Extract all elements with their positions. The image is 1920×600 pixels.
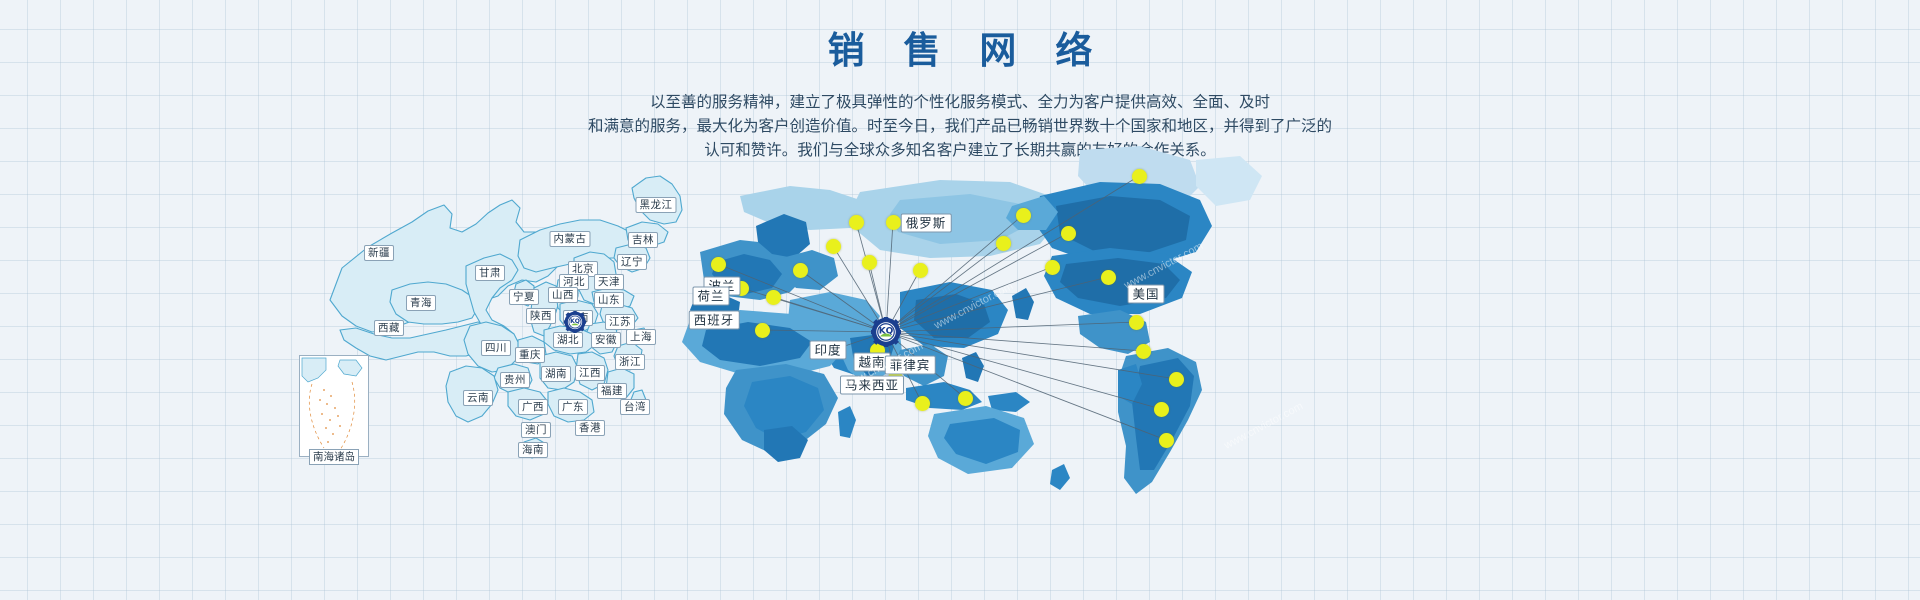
country-label: 印度: [809, 340, 847, 360]
inset-map-graphic: [300, 356, 368, 456]
marker-node[interactable]: [710, 256, 726, 272]
svg-text:KQ: KQ: [570, 318, 580, 325]
marker-node[interactable]: [885, 214, 901, 230]
south-china-sea-inset: 南海诸岛: [299, 355, 369, 465]
province-label: 香港: [575, 420, 605, 436]
country-label: 马来西亚: [839, 375, 905, 395]
province-label: 重庆: [515, 347, 545, 363]
page-header: 销 售 网 络 以至善的服务精神，建立了极具弹性的个性化服务模式、全力为客户提供…: [0, 0, 1920, 162]
gear-logo-icon: KQ: [564, 311, 586, 333]
country-label: 西班牙: [688, 310, 740, 330]
province-label: 新疆: [364, 245, 394, 261]
province-label: 吉林: [628, 232, 658, 248]
intro-line-2: 和满意的服务，最大化为客户创造价值。时至今日，我们产品已畅销世界数十个国家和地区…: [587, 117, 1332, 135]
province-label: 山东: [594, 292, 624, 308]
province-label: 浙江: [615, 354, 645, 370]
page-title: 销 售 网 络: [827, 29, 1106, 72]
province-label: 天津: [594, 274, 624, 290]
province-label: 黑龙江: [635, 197, 677, 213]
province-label: 陕西: [526, 308, 556, 324]
marker-node[interactable]: [1158, 432, 1174, 448]
marker-node[interactable]: [765, 289, 781, 305]
marker-node[interactable]: [957, 390, 973, 406]
province-label: 宁夏: [509, 289, 539, 305]
province-label: 四川: [481, 340, 511, 356]
gear-logo-icon: KQ: [871, 317, 901, 347]
province-label: 贵州: [500, 372, 530, 388]
marker-node[interactable]: [912, 262, 928, 278]
province-label: 甘肃: [475, 265, 505, 281]
province-label: 安徽: [591, 332, 621, 348]
inset-label: 南海诸岛: [309, 449, 359, 465]
marker-node[interactable]: [848, 214, 864, 230]
marker-node[interactable]: [861, 254, 877, 270]
province-label: 西藏: [374, 320, 404, 336]
province-label: 江西: [575, 365, 605, 381]
marker-node[interactable]: [1168, 371, 1184, 387]
marker-node[interactable]: [1131, 168, 1147, 184]
marker-node[interactable]: [1135, 343, 1151, 359]
svg-text:KQ: KQ: [879, 327, 894, 337]
country-label: 美国: [1127, 284, 1165, 304]
marker-node[interactable]: [1060, 225, 1076, 241]
province-label: 广西: [518, 399, 548, 415]
watermark-text: www.cnvictor.com: [842, 340, 926, 392]
marker-node[interactable]: [1015, 207, 1031, 223]
watermark-text: www.cnvictor.com: [1222, 400, 1306, 452]
marker-node[interactable]: [1153, 401, 1169, 417]
marker-node[interactable]: [1044, 259, 1060, 275]
world-hq-marker[interactable]: KQ: [871, 317, 901, 347]
watermark-text: www.cnvictor.com: [1122, 240, 1206, 292]
province-label: 湖南: [541, 366, 571, 382]
province-label: 台湾: [620, 399, 650, 415]
province-label: 河北: [559, 274, 589, 290]
marker-node[interactable]: [1128, 314, 1144, 330]
marker-node[interactable]: [995, 235, 1011, 251]
province-label: 澳门: [521, 422, 551, 438]
province-label: 上海: [626, 329, 656, 345]
watermark-text: www.cnvictor.com: [932, 280, 1016, 332]
province-label: 内蒙古: [549, 231, 591, 247]
marker-node[interactable]: [914, 395, 930, 411]
province-label: 广东: [558, 399, 588, 415]
province-label: 辽宁: [617, 254, 647, 270]
province-label: 湖北: [553, 332, 583, 348]
country-label: 荷兰: [692, 286, 730, 306]
marker-node[interactable]: [1100, 269, 1116, 285]
intro-paragraph: 以至善的服务精神，建立了极具弹性的个性化服务模式、全力为客户提供高效、全面、及时…: [0, 90, 1920, 162]
province-label: 江苏: [605, 314, 635, 330]
country-label: 俄罗斯: [900, 213, 952, 233]
china-hq-marker[interactable]: KQ: [564, 311, 586, 333]
marker-node[interactable]: [792, 262, 808, 278]
intro-line-1: 以至善的服务精神，建立了极具弹性的个性化服务模式、全力为客户提供高效、全面、及时: [649, 93, 1270, 111]
province-label: 山西: [548, 287, 578, 303]
province-label: 云南: [463, 390, 493, 406]
marker-node[interactable]: [754, 322, 770, 338]
province-label: 青海: [406, 295, 436, 311]
province-label: 福建: [597, 383, 627, 399]
province-label: 海南: [518, 442, 548, 458]
marker-node[interactable]: [825, 238, 841, 254]
country-label: 菲律宾: [884, 355, 936, 375]
